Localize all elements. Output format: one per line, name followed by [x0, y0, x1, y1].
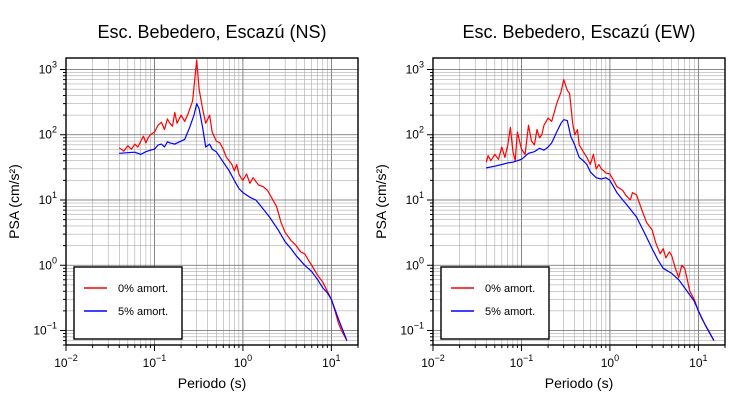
- y-axis-label: PSA (cm/s²): [6, 164, 22, 239]
- y-tick-label: 103: [39, 59, 57, 76]
- y-tick-label: 10−1: [400, 321, 424, 338]
- x-tick-label: 101: [322, 353, 340, 370]
- y-tick-label-base: 10: [39, 62, 53, 76]
- plot-frame: [65, 57, 359, 346]
- x-tick-label: 100: [234, 353, 252, 370]
- y-tick-label-exponent: 2: [52, 125, 57, 135]
- legend: 0% amort. 5% amort.: [440, 266, 550, 340]
- y-tick-label: 10−1: [33, 321, 57, 338]
- y-tick-label-base: 10: [406, 62, 420, 76]
- y-tick-label-exponent: −1: [414, 321, 424, 331]
- x-tick-label: 10−2: [54, 353, 78, 370]
- y-tick-label-base: 10: [406, 193, 420, 207]
- y-tick-label-base: 10: [39, 128, 53, 142]
- plot-frame: [432, 57, 726, 346]
- x-tick-label-exponent: −1: [523, 353, 533, 363]
- y-tick-label-base: 10: [406, 258, 420, 272]
- x-tick-label-exponent: −2: [435, 353, 445, 363]
- x-tick-label: 10−2: [421, 353, 445, 370]
- x-tick-label-base: 10: [421, 356, 435, 370]
- series-line-damping-5: [119, 103, 348, 341]
- x-axis-label: Periodo (s): [178, 375, 246, 391]
- x-tick-label: 100: [601, 353, 619, 370]
- y-tick-label-base: 10: [39, 193, 53, 207]
- y-tick-label-exponent: −1: [47, 321, 57, 331]
- legend-label: 0% amort.: [485, 283, 535, 295]
- legend-label: 0% amort.: [118, 283, 168, 295]
- x-tick-label-exponent: 1: [336, 353, 341, 363]
- x-tick-label-base: 10: [322, 356, 336, 370]
- x-tick-label-base: 10: [234, 356, 248, 370]
- x-tick-label-base: 10: [601, 356, 615, 370]
- y-tick-label-exponent: 1: [419, 190, 424, 200]
- x-tick-label-exponent: −1: [156, 353, 166, 363]
- y-tick-label-exponent: 1: [52, 190, 57, 200]
- legend-box: [73, 266, 183, 340]
- x-tick-label-exponent: 1: [703, 353, 708, 363]
- y-tick-label-exponent: 2: [419, 125, 424, 135]
- y-tick-label-exponent: 0: [52, 255, 57, 265]
- series-line-damping-0: [118, 59, 348, 341]
- y-tick-label: 100: [39, 255, 57, 272]
- x-tick-label-exponent: −2: [68, 353, 78, 363]
- y-tick-label-base: 10: [400, 324, 414, 338]
- x-tick-label: 10−1: [143, 353, 167, 370]
- x-tick-label-base: 10: [143, 356, 157, 370]
- y-tick-label: 102: [39, 125, 57, 142]
- legend-label: 5% amort.: [118, 306, 168, 318]
- y-axis-label: PSA (cm/s²): [373, 164, 389, 239]
- x-tick-label-base: 10: [510, 356, 524, 370]
- y-tick-label-exponent: 3: [419, 59, 424, 69]
- y-tick-label: 103: [406, 59, 424, 76]
- series-line-damping-5: [486, 119, 715, 341]
- series-line-damping-0: [485, 79, 715, 341]
- y-tick-label-base: 10: [33, 324, 47, 338]
- legend: 0% amort. 5% amort.: [73, 266, 183, 340]
- y-tick-label: 102: [406, 125, 424, 142]
- x-tick-label: 10−1: [510, 353, 534, 370]
- chart-title-ew: Esc. Bebedero, Escazú (EW): [462, 22, 695, 42]
- y-tick-label-exponent: 3: [52, 59, 57, 69]
- x-tick-label-base: 10: [689, 356, 703, 370]
- x-tick-label-exponent: 0: [247, 353, 252, 363]
- y-tick-label: 101: [39, 190, 57, 207]
- x-tick-label-exponent: 0: [614, 353, 619, 363]
- y-tick-label-exponent: 0: [419, 255, 424, 265]
- y-tick-label: 100: [406, 255, 424, 272]
- x-axis-label: Periodo (s): [545, 375, 613, 391]
- legend-box: [440, 266, 550, 340]
- legend-label: 5% amort.: [485, 306, 535, 318]
- chart-title-ns: Esc. Bebedero, Escazú (NS): [97, 22, 326, 42]
- y-tick-label-base: 10: [406, 128, 420, 142]
- x-tick-label: 101: [689, 353, 707, 370]
- y-tick-label-base: 10: [39, 258, 53, 272]
- x-tick-label-base: 10: [54, 356, 68, 370]
- y-tick-label: 101: [406, 190, 424, 207]
